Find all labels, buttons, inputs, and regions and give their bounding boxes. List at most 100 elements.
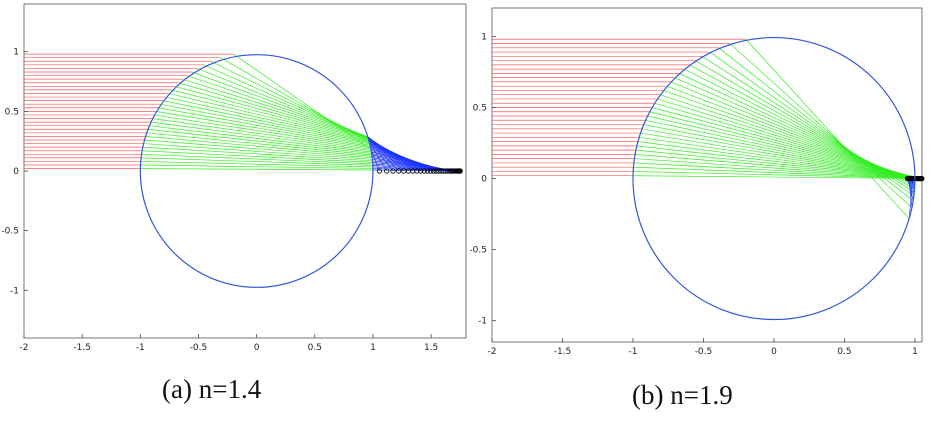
exit-ray: [908, 178, 913, 208]
refracted-rays: [633, 39, 916, 219]
exit-rays: [367, 136, 461, 172]
chart-b-svg: -2 -1.5 -1 -0.5 0 0.5 1 -1 -0.5 0 0.5 1: [470, 7, 925, 357]
incident-rays: [24, 53, 234, 169]
x-tick-label: 1.5: [424, 343, 438, 353]
x-tick-label: -1: [628, 347, 637, 357]
refracted-ray: [633, 171, 915, 179]
refracted-ray: [645, 119, 916, 178]
focus-point: [424, 168, 431, 174]
y-tick-label: -1: [10, 286, 19, 296]
x-tick-label: 0.5: [308, 343, 322, 353]
refracted-ray: [633, 166, 915, 179]
focus-point: [444, 168, 450, 174]
chart-a-svg: -2 -1.5 -1 -0.5 0 0.5 1 1.5 -1 -0.5 0 0.5 1: [1, 3, 467, 353]
exit-ray: [367, 136, 414, 172]
focus-point: [906, 175, 912, 182]
y-tick-label: -0.5: [1, 227, 19, 237]
x-tick-label: 1: [370, 343, 376, 353]
refracted-ray: [649, 111, 916, 178]
refracted-ray: [745, 39, 910, 219]
y-tick-label: 1: [13, 48, 19, 58]
refracted-ray: [141, 153, 373, 165]
y-tick-label: 1: [481, 32, 487, 42]
refracted-ray: [160, 103, 370, 145]
refracted-ray: [155, 111, 371, 147]
caption-b: (b) n=1.9: [632, 380, 733, 410]
x-tick-label: -2: [20, 343, 29, 353]
focus-point: [438, 168, 444, 174]
axis-ticks: -2 -1.5 -1 -0.5 0 0.5 1 -1 -0.5 0 0.5 1: [470, 32, 918, 357]
exit-ray: [368, 137, 399, 172]
refracted-ray: [233, 53, 372, 150]
refracted-ray: [157, 107, 371, 146]
focus-point: [446, 168, 452, 174]
exit-ray: [370, 149, 380, 172]
refracted-ray: [146, 132, 372, 156]
refracted-ray: [144, 139, 373, 159]
y-tick-label: 0.5: [5, 107, 19, 117]
incident-rays: [492, 38, 746, 177]
focus-point: [418, 168, 424, 174]
y-tick-label: 0: [13, 167, 19, 177]
x-tick-label: -1.5: [73, 343, 91, 353]
focus-point: [384, 168, 390, 174]
refracted-ray: [182, 78, 369, 138]
refracted-ray: [140, 161, 373, 168]
refracted-ray: [147, 128, 372, 154]
plot-frame: [491, 7, 923, 343]
focus-point: [421, 168, 427, 174]
plot-frame: [23, 3, 467, 339]
exit-ray: [908, 178, 913, 219]
y-tick-label: 0: [481, 175, 487, 185]
refracted-ray: [162, 100, 370, 144]
refracted-ray: [152, 118, 372, 150]
refracted-ray: [637, 141, 915, 178]
refracted-ray: [168, 93, 370, 141]
focus-point: [428, 168, 434, 174]
caption-a: (a) n=1.4: [162, 374, 262, 404]
x-tick-label: -1: [136, 343, 145, 353]
refracted-ray: [709, 51, 915, 197]
exit-ray: [367, 136, 405, 172]
exit-ray: [368, 139, 394, 172]
x-tick-label: 0.5: [837, 347, 851, 357]
refracted-ray: [718, 47, 914, 202]
y-tick-label: -0.5: [470, 246, 487, 256]
exit-ray: [369, 142, 388, 172]
chart-panel-b: -2 -1.5 -1 -0.5 0 0.5 1 -1 -0.5 0 0.5 1: [470, 0, 932, 360]
chart-panel-a: -2 -1.5 -1 -0.5 0 0.5 1 1.5 -1 -0.5 0 0.5 1: [0, 0, 470, 360]
refracted-ray: [145, 136, 373, 157]
refracted-ray: [729, 43, 913, 208]
refracted-ray: [683, 68, 915, 186]
x-tick-label: 0: [771, 347, 777, 357]
refracted-ray: [643, 124, 916, 178]
refracted-ray: [174, 85, 369, 140]
y-tick-label: 0.5: [473, 103, 487, 113]
focus-point: [430, 168, 437, 174]
refracted-rays: [140, 53, 373, 171]
refracted-ray: [171, 89, 369, 140]
refracted-ray: [141, 150, 373, 163]
x-tick-label: -0.5: [190, 343, 208, 353]
refracted-ray: [634, 158, 915, 178]
focus-point: [433, 168, 439, 174]
refracted-ray: [178, 82, 369, 139]
refracted-ray: [141, 157, 373, 166]
focus-point: [436, 168, 442, 174]
x-tick-label: 0: [254, 343, 260, 353]
refracted-ray: [143, 143, 373, 160]
refracted-ray: [635, 149, 915, 178]
x-tick-label: -1.5: [554, 347, 572, 357]
refracted-ray: [140, 168, 373, 171]
focus-points: [376, 168, 463, 174]
x-tick-label: -2: [488, 347, 497, 357]
refracted-ray: [689, 64, 915, 188]
focus-point: [396, 168, 402, 174]
refracted-ray: [636, 145, 915, 178]
refracted-ray: [142, 146, 373, 162]
y-tick-label: -1: [478, 317, 487, 327]
focus-points: [904, 175, 925, 182]
lens-circle: [139, 54, 374, 288]
refracted-ray: [695, 60, 915, 190]
refracted-ray: [140, 164, 373, 169]
